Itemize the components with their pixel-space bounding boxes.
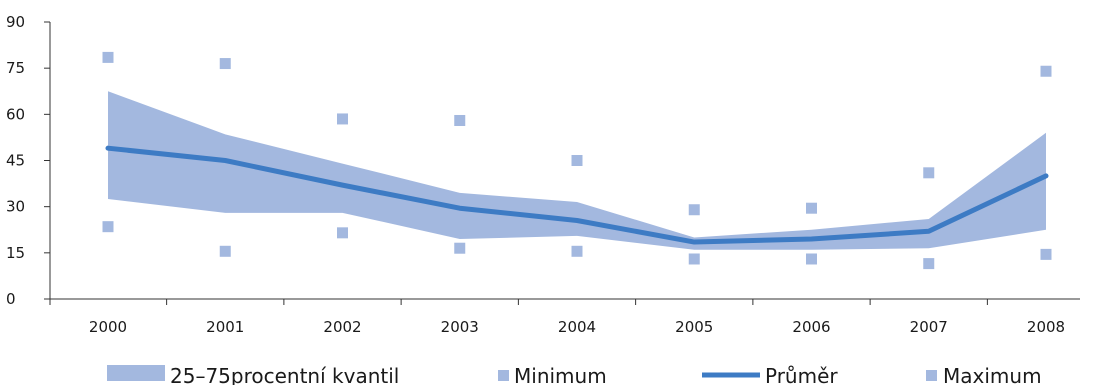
- marker-maximum: [923, 167, 935, 179]
- y-tick-label: 45: [6, 152, 25, 170]
- x-tick-label: 2002: [323, 318, 361, 336]
- marker-minimum: [923, 258, 935, 270]
- marker-minimum: [1040, 248, 1052, 260]
- y-tick-label: 90: [6, 13, 25, 31]
- legend-swatch-band: [107, 365, 165, 381]
- x-tick-label: 2005: [675, 318, 713, 336]
- quantile-band: [108, 91, 1046, 250]
- marker-minimum: [688, 253, 700, 265]
- marker-maximum: [688, 204, 700, 216]
- marker-maximum: [102, 51, 114, 63]
- x-tick-label: 2000: [89, 318, 127, 336]
- axes: [44, 21, 1080, 305]
- marker-minimum: [806, 253, 817, 265]
- marker-maximum: [454, 114, 466, 126]
- y-tick-label: 60: [6, 105, 25, 123]
- quantile-band-layer: [108, 91, 1046, 250]
- mean-line-layer: [105, 145, 1049, 245]
- marker-minimum: [571, 245, 583, 257]
- legend-label-minimum: Minimum: [514, 364, 607, 385]
- y-tick-label: 15: [6, 244, 25, 262]
- x-tick-label: 2003: [441, 318, 479, 336]
- y-tick-labels: 0 15 30 45 60 75 90: [6, 13, 25, 308]
- x-tick-label: 2001: [206, 318, 244, 336]
- marker-maximum: [219, 58, 231, 70]
- legend: 25–75procentní kvantil Minimum Průměr Ma…: [107, 364, 1042, 385]
- marker-maximum: [571, 155, 583, 166]
- legend-label-mean: Průměr: [765, 364, 838, 385]
- legend-swatch-maximum: [926, 370, 937, 381]
- marker-maximum: [806, 202, 817, 214]
- y-tick-label: 30: [6, 198, 25, 216]
- marker-maximum: [337, 113, 348, 125]
- legend-label-band: 25–75procentní kvantil: [170, 364, 399, 385]
- marker-maximum: [1040, 65, 1052, 77]
- x-tick-label: 2008: [1027, 318, 1065, 336]
- series-line-mean: [105, 145, 1049, 245]
- x-tick-label: 2007: [910, 318, 948, 336]
- marker-minimum: [219, 245, 231, 257]
- marker-layer: [102, 51, 1052, 270]
- x-tick-label: 2006: [792, 318, 830, 336]
- legend-label-maximum: Maximum: [943, 364, 1042, 385]
- y-tick-label: 75: [6, 59, 25, 77]
- legend-swatch-minimum: [498, 370, 509, 381]
- x-tick-labels: 2000 2001 2002 2003 2004 2005 2006 2007 2008: [89, 318, 1065, 336]
- marker-minimum: [337, 227, 348, 239]
- y-tick-label: 0: [6, 290, 16, 308]
- x-tick-label: 2004: [558, 318, 596, 336]
- marker-minimum: [102, 221, 114, 233]
- marker-minimum: [454, 242, 466, 254]
